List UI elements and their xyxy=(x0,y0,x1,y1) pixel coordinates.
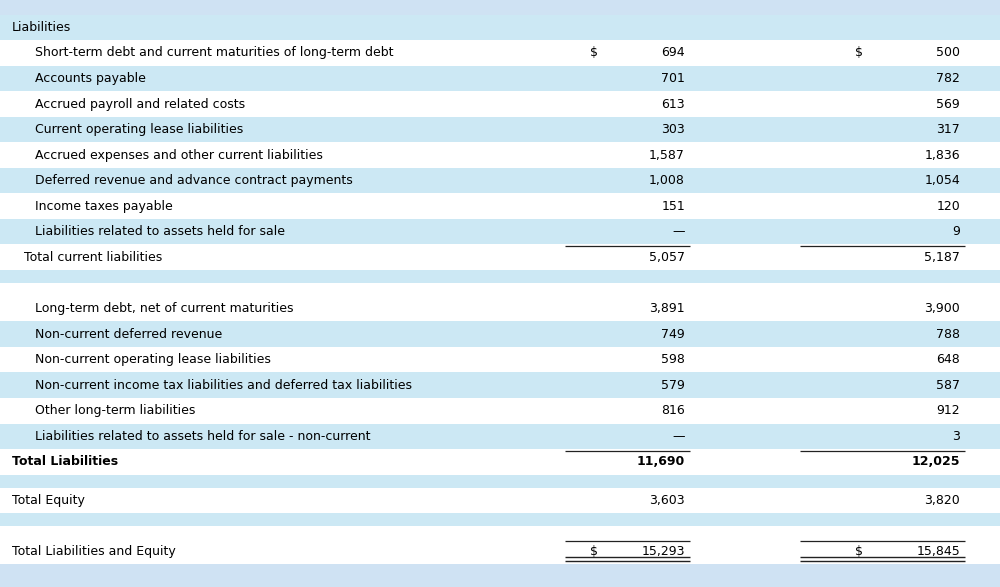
Bar xyxy=(0,142,1000,168)
Bar xyxy=(0,91,1000,117)
Text: Current operating lease liabilities: Current operating lease liabilities xyxy=(35,123,243,136)
Text: 9: 9 xyxy=(952,225,960,238)
Bar xyxy=(0,270,1000,283)
Text: 500: 500 xyxy=(936,46,960,59)
Text: 1,587: 1,587 xyxy=(649,149,685,161)
Text: Short-term debt and current maturities of long-term debt: Short-term debt and current maturities o… xyxy=(35,46,394,59)
Bar xyxy=(0,219,1000,244)
Text: Non-current income tax liabilities and deferred tax liabilities: Non-current income tax liabilities and d… xyxy=(35,379,412,392)
Text: $: $ xyxy=(855,46,863,59)
Bar xyxy=(0,526,1000,539)
Text: Liabilities: Liabilities xyxy=(12,21,71,34)
Text: 3,603: 3,603 xyxy=(649,494,685,507)
Bar xyxy=(0,41,1000,66)
Text: 15,293: 15,293 xyxy=(642,545,685,558)
Text: 613: 613 xyxy=(661,97,685,110)
Bar xyxy=(0,513,1000,526)
Text: 579: 579 xyxy=(661,379,685,392)
Bar xyxy=(0,423,1000,449)
Text: 788: 788 xyxy=(936,328,960,340)
Text: 3,891: 3,891 xyxy=(649,302,685,315)
Text: 749: 749 xyxy=(661,328,685,340)
Text: 587: 587 xyxy=(936,379,960,392)
Text: Accrued expenses and other current liabilities: Accrued expenses and other current liabi… xyxy=(35,149,323,161)
Bar xyxy=(0,168,1000,193)
Text: 816: 816 xyxy=(661,404,685,417)
Text: 11,690: 11,690 xyxy=(637,456,685,468)
Bar xyxy=(0,296,1000,321)
Text: 694: 694 xyxy=(661,46,685,59)
Text: Non-current operating lease liabilities: Non-current operating lease liabilities xyxy=(35,353,271,366)
Text: 1,008: 1,008 xyxy=(649,174,685,187)
Text: Total current liabilities: Total current liabilities xyxy=(12,251,162,264)
Text: Accrued payroll and related costs: Accrued payroll and related costs xyxy=(35,97,245,110)
Bar xyxy=(0,398,1000,423)
Text: Liabilities related to assets held for sale - non-current: Liabilities related to assets held for s… xyxy=(35,430,370,443)
Text: $: $ xyxy=(590,46,598,59)
Bar xyxy=(0,321,1000,347)
Text: 598: 598 xyxy=(661,353,685,366)
Text: $: $ xyxy=(855,545,863,558)
Text: 303: 303 xyxy=(661,123,685,136)
Text: 912: 912 xyxy=(936,404,960,417)
Text: Total Equity: Total Equity xyxy=(12,494,85,507)
Text: 648: 648 xyxy=(936,353,960,366)
Text: Total Liabilities: Total Liabilities xyxy=(12,456,118,468)
Bar xyxy=(0,283,1000,296)
Text: 782: 782 xyxy=(936,72,960,85)
Text: Total Liabilities and Equity: Total Liabilities and Equity xyxy=(12,545,176,558)
Text: 5,057: 5,057 xyxy=(649,251,685,264)
Bar xyxy=(0,449,1000,474)
Bar xyxy=(0,539,1000,564)
Bar xyxy=(0,15,1000,41)
Text: $: $ xyxy=(590,545,598,558)
Text: —: — xyxy=(672,430,685,443)
Bar xyxy=(0,347,1000,372)
Text: 1,054: 1,054 xyxy=(924,174,960,187)
Text: 3,820: 3,820 xyxy=(924,494,960,507)
Text: 15,845: 15,845 xyxy=(916,545,960,558)
Bar xyxy=(0,372,1000,398)
Text: Long-term debt, net of current maturities: Long-term debt, net of current maturitie… xyxy=(35,302,294,315)
Bar xyxy=(0,244,1000,270)
Text: 120: 120 xyxy=(936,200,960,212)
Bar xyxy=(0,474,1000,487)
Text: Deferred revenue and advance contract payments: Deferred revenue and advance contract pa… xyxy=(35,174,353,187)
Text: 3: 3 xyxy=(952,430,960,443)
Bar xyxy=(0,487,1000,513)
Text: 12,025: 12,025 xyxy=(912,456,960,468)
Text: Liabilities related to assets held for sale: Liabilities related to assets held for s… xyxy=(35,225,285,238)
Text: Non-current deferred revenue: Non-current deferred revenue xyxy=(35,328,222,340)
Text: 151: 151 xyxy=(661,200,685,212)
Text: 1,836: 1,836 xyxy=(924,149,960,161)
Text: 317: 317 xyxy=(936,123,960,136)
Text: Other long-term liabilities: Other long-term liabilities xyxy=(35,404,195,417)
Text: 701: 701 xyxy=(661,72,685,85)
Text: —: — xyxy=(672,225,685,238)
Text: Income taxes payable: Income taxes payable xyxy=(35,200,173,212)
Bar xyxy=(0,66,1000,91)
Bar xyxy=(0,193,1000,219)
Text: 569: 569 xyxy=(936,97,960,110)
Text: 5,187: 5,187 xyxy=(924,251,960,264)
Text: 3,900: 3,900 xyxy=(924,302,960,315)
Text: Accounts payable: Accounts payable xyxy=(35,72,146,85)
Bar xyxy=(0,117,1000,142)
